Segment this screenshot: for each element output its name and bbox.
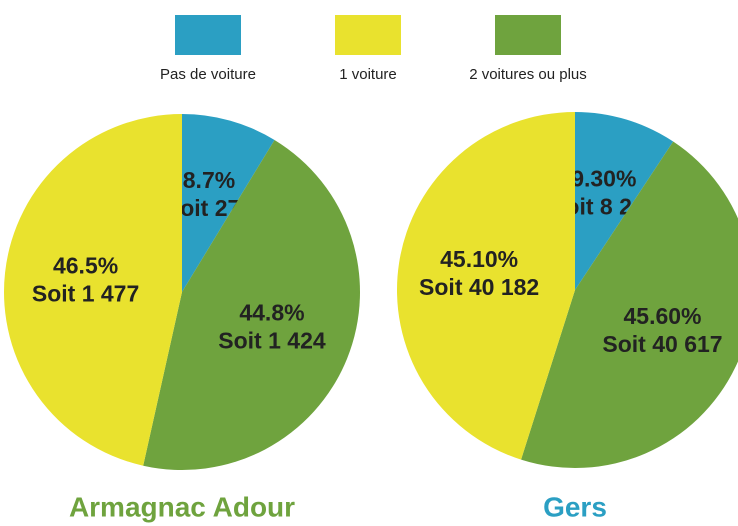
slice-percent: 46.5% [53, 252, 118, 278]
chart-title: Armagnac Adour [69, 491, 295, 522]
pie-slice [521, 141, 738, 468]
pie-slice [182, 114, 275, 292]
legend-label: 2 voitures ou plus [469, 66, 587, 83]
pie-slice [396, 112, 575, 460]
pie-slice [575, 112, 674, 290]
legend-swatch [495, 15, 561, 55]
legend-swatch [175, 15, 241, 55]
slice-percent: 44.8% [239, 299, 304, 325]
slice-percent: 8.7% [183, 167, 235, 193]
slice-count: Soit 1 424 [218, 327, 326, 353]
slice-percent: 45.10% [440, 246, 518, 272]
chart-title: Gers [543, 491, 607, 522]
slice-percent: 45.60% [623, 303, 701, 329]
legend-swatch [335, 15, 401, 55]
legend-label: 1 voiture [339, 66, 397, 83]
slice-percent: 9.30% [571, 165, 636, 191]
legend-label: Pas de voiture [160, 66, 256, 83]
pie-slice [3, 114, 182, 466]
slice-count: Soit 40 182 [419, 274, 539, 300]
slice-count: Soit 40 617 [602, 331, 722, 357]
pie-slice [143, 139, 361, 471]
slice-count: Soit 1 477 [32, 280, 139, 306]
